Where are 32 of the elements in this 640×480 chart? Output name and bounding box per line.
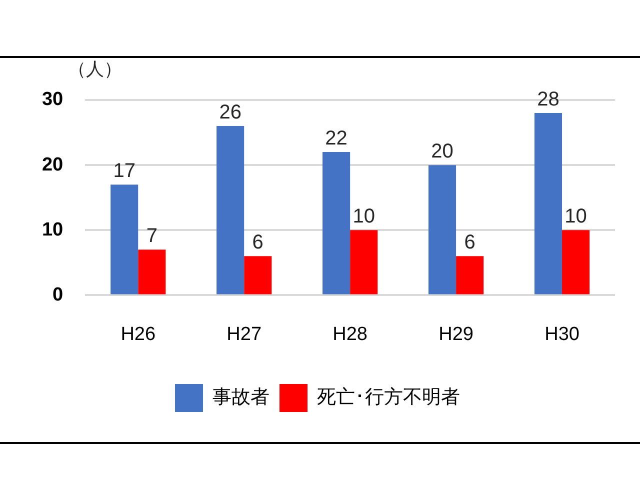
- x-tick-label: H27: [226, 324, 262, 345]
- data-label: 20: [431, 140, 454, 163]
- bar: [456, 256, 484, 294]
- y-tick-label: 0: [52, 284, 64, 306]
- data-label: 26: [219, 102, 242, 124]
- x-tick-label: H29: [438, 324, 474, 345]
- bar: [350, 230, 378, 294]
- bar: [216, 126, 244, 294]
- data-label: 6: [464, 232, 476, 254]
- bar: [534, 113, 562, 294]
- y-tick-label: 20: [42, 154, 64, 176]
- y-axis-title: （人）: [68, 58, 122, 79]
- y-tick-label: 30: [42, 89, 64, 110]
- bar: [244, 256, 272, 294]
- data-label: 7: [146, 225, 158, 248]
- x-tick-label: H26: [120, 324, 156, 345]
- data-label: 6: [252, 232, 264, 254]
- data-label: 17: [113, 160, 136, 182]
- bar: [110, 184, 138, 294]
- y-tick-label: 10: [42, 219, 64, 240]
- bar: [562, 230, 590, 294]
- bar: [428, 165, 456, 294]
- data-label: 10: [352, 206, 375, 228]
- bar: [138, 250, 166, 294]
- legend-label: 死亡･行方不明者: [317, 386, 460, 408]
- x-tick-label: H30: [544, 324, 580, 345]
- data-label: 10: [564, 206, 587, 228]
- x-tick-label: H28: [332, 324, 368, 345]
- bar: [322, 152, 350, 294]
- data-label: 22: [325, 128, 348, 150]
- legend-label: 事故者: [212, 387, 270, 408]
- data-label: 28: [537, 88, 560, 111]
